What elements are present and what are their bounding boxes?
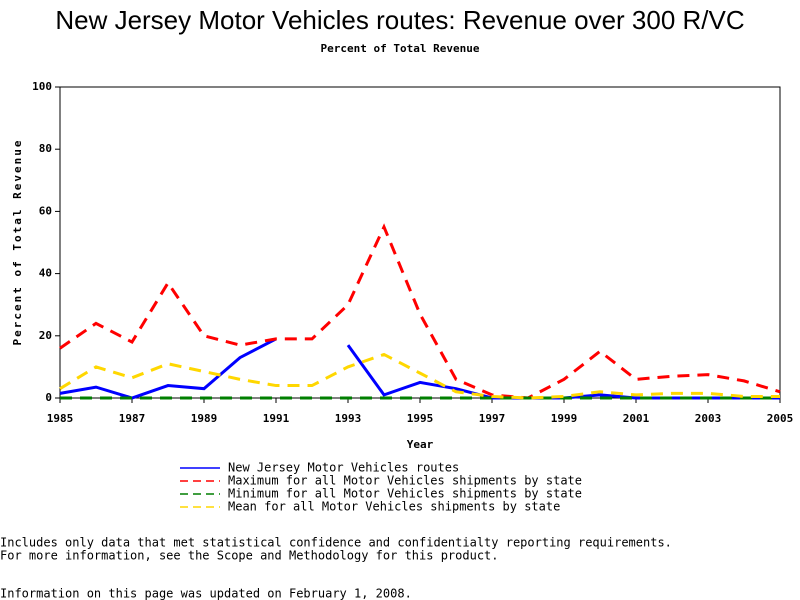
x-tick-label: 1997 bbox=[479, 412, 506, 425]
y-axis-label: Percent of Total Revenue bbox=[11, 139, 24, 346]
y-tick-label: 0 bbox=[45, 391, 52, 404]
x-tick-label: 1993 bbox=[335, 412, 362, 425]
y-tick-label: 60 bbox=[39, 204, 52, 217]
chart-title: New Jersey Motor Vehicles routes: Revenu… bbox=[55, 5, 744, 35]
x-tick-label: 2003 bbox=[695, 412, 722, 425]
legend-label: Minimum for all Motor Vehicles shipments… bbox=[228, 487, 582, 501]
x-tick-label: 1991 bbox=[263, 412, 290, 425]
footnote: Includes only data that met statistical … bbox=[0, 536, 672, 550]
legend-label: Maximum for all Motor Vehicles shipments… bbox=[228, 474, 582, 488]
y-tick-label: 20 bbox=[39, 329, 52, 342]
series-line bbox=[59, 337, 780, 400]
y-tick-label: 100 bbox=[32, 80, 52, 93]
series-line bbox=[59, 223, 781, 400]
x-tick-label: 2005 bbox=[767, 412, 794, 425]
chart-subtitle: Percent of Total Revenue bbox=[321, 42, 480, 55]
footnote: Information on this page was updated on … bbox=[0, 587, 412, 600]
x-tick-label: 1995 bbox=[407, 412, 434, 425]
x-tick-label: 1985 bbox=[47, 412, 74, 425]
footnote: For more information, see the Scope and … bbox=[0, 549, 499, 563]
x-axis-label: Year bbox=[407, 438, 434, 451]
series-line bbox=[59, 352, 780, 400]
x-tick-label: 1987 bbox=[119, 412, 146, 425]
y-tick-label: 80 bbox=[39, 142, 52, 155]
y-tick-label: 40 bbox=[39, 267, 52, 280]
x-tick-label: 1989 bbox=[191, 412, 218, 425]
legend-label: Mean for all Motor Vehicles shipments by… bbox=[228, 500, 560, 514]
x-tick-label: 2001 bbox=[623, 412, 650, 425]
x-tick-label: 1999 bbox=[551, 412, 578, 425]
plot-frame bbox=[59, 86, 781, 399]
legend-label: New Jersey Motor Vehicles routes bbox=[228, 461, 459, 475]
